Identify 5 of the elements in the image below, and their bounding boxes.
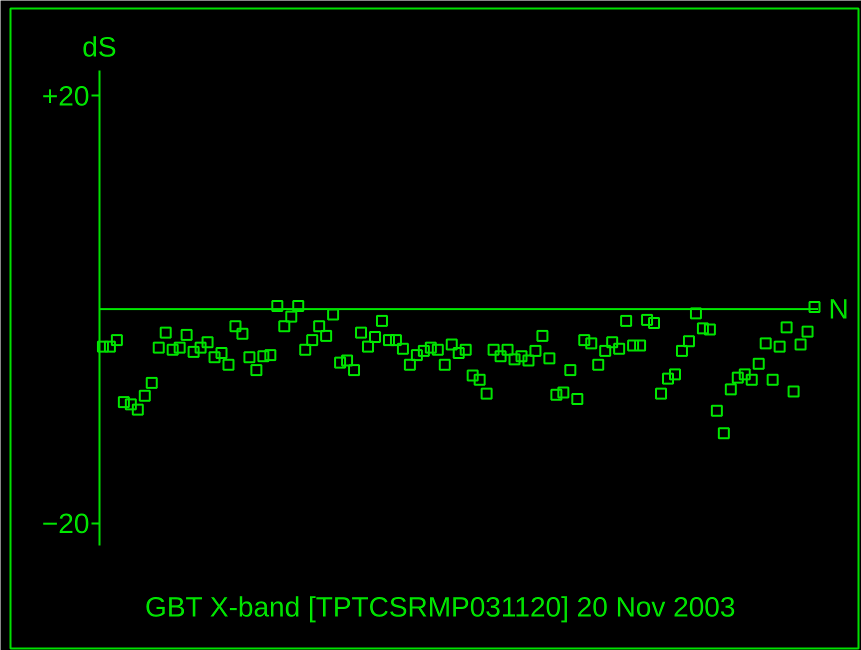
y-tick-label: −20: [42, 508, 90, 540]
y-tick-label: +20: [42, 80, 90, 112]
text: GBT X-band [TPTCSRMP031120] 20 Nov 2003: [145, 592, 736, 622]
y-axis-title: dS: [82, 32, 117, 63]
x-axis-title: N: [828, 294, 849, 325]
